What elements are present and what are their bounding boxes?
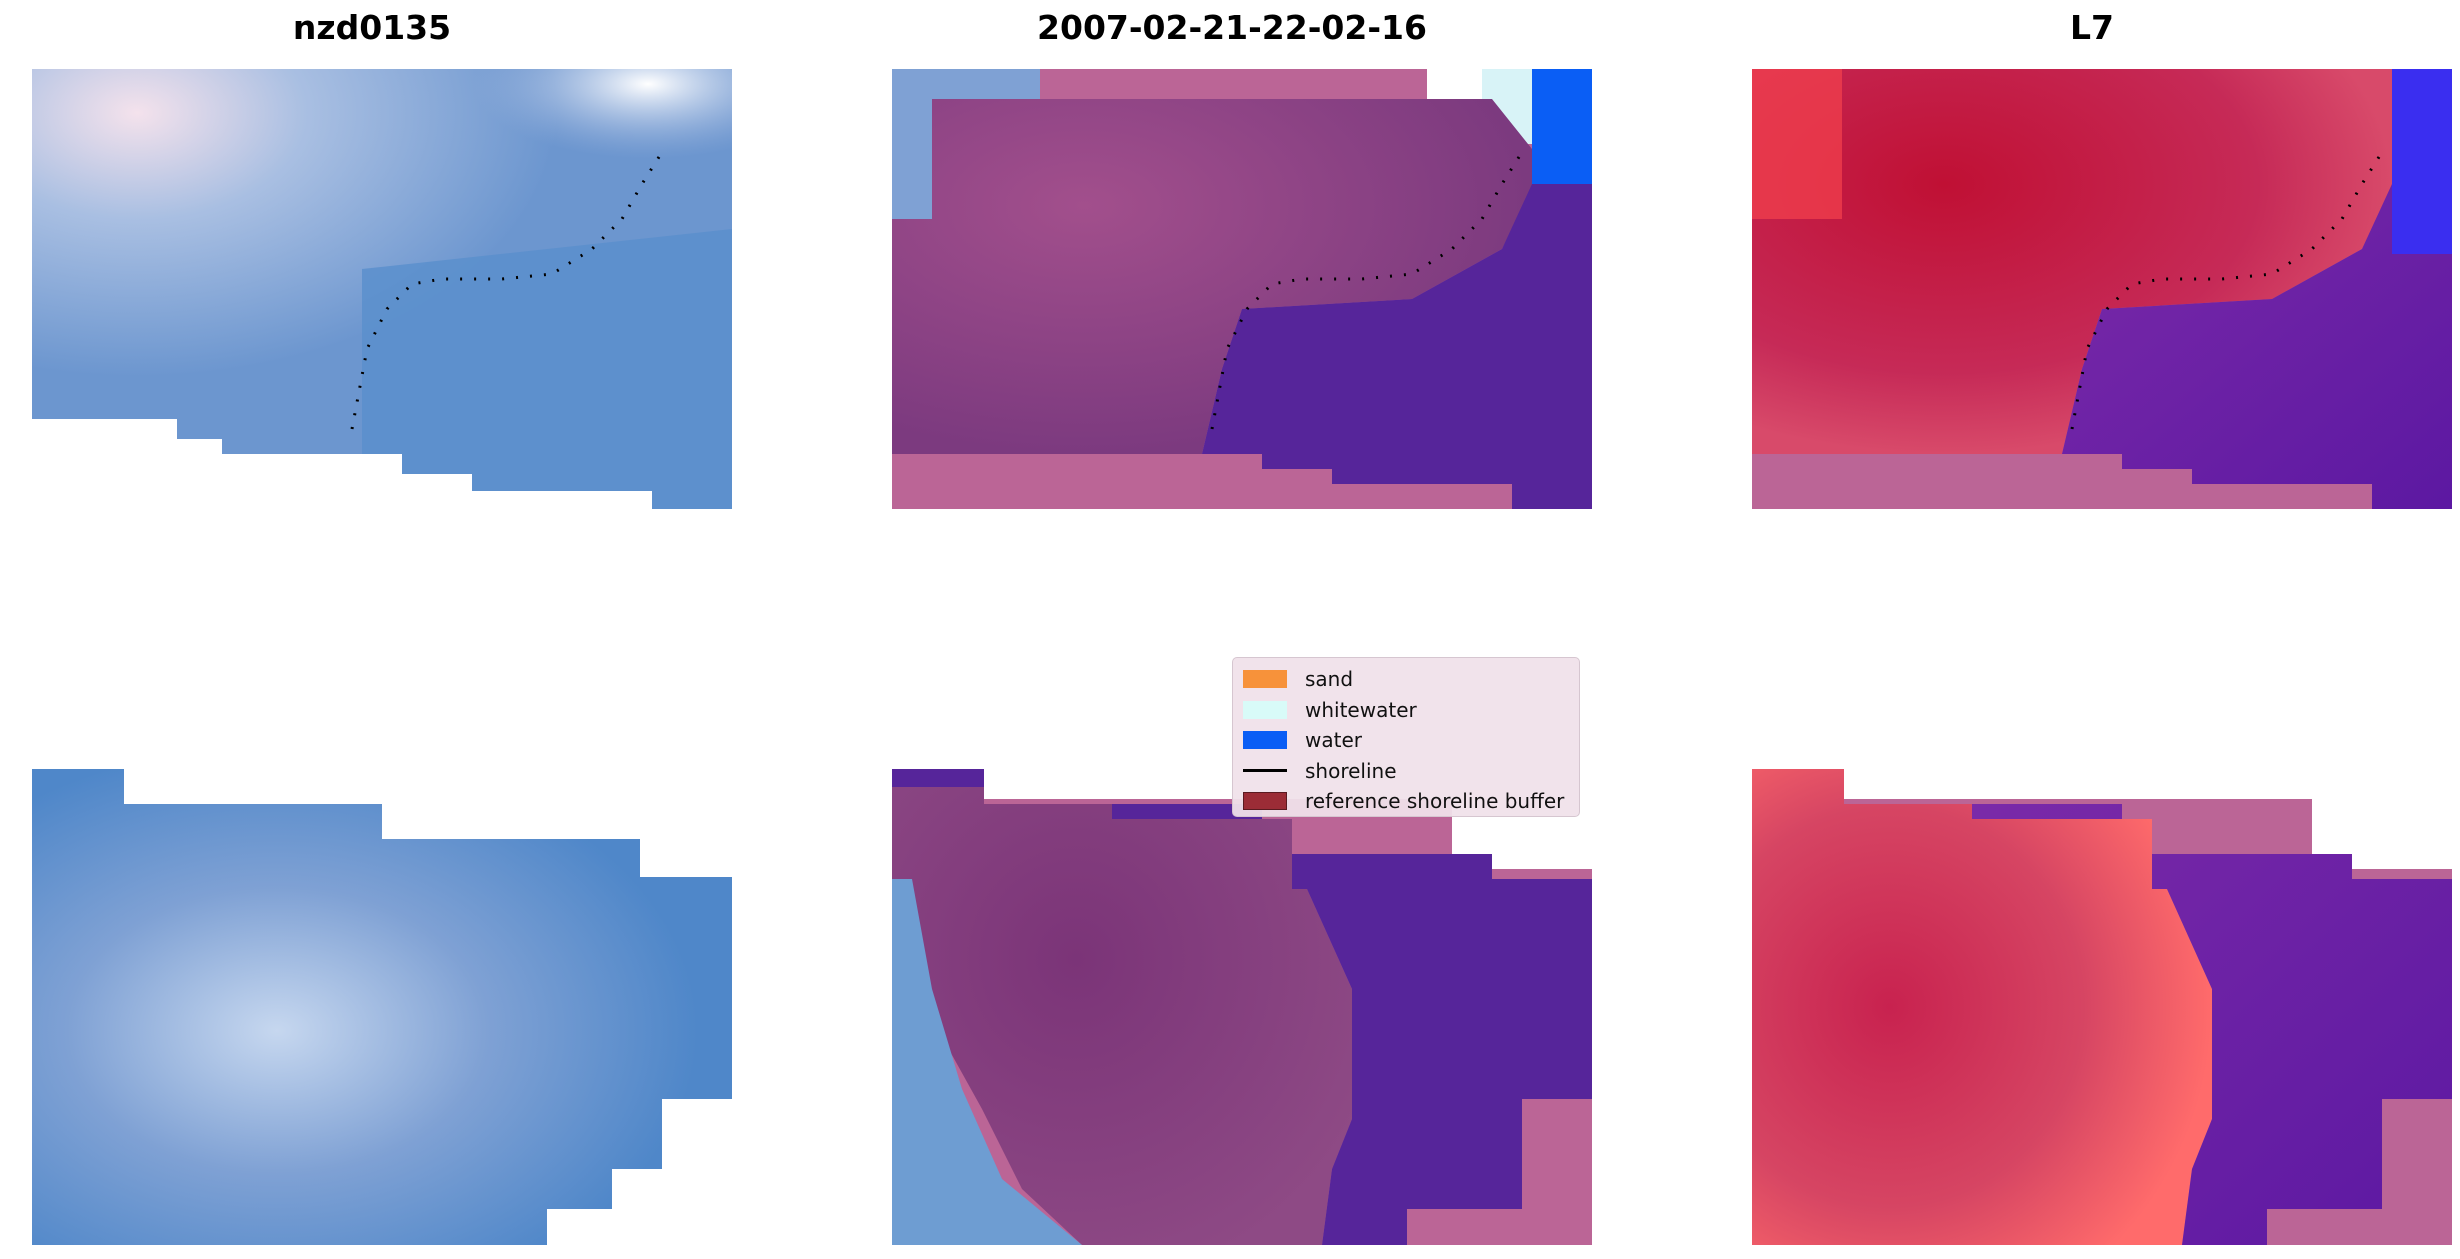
panel-title-index: L7 (2070, 8, 2114, 47)
panel-title-classified: 2007-02-21-22-02-16 (1037, 8, 1427, 47)
legend-label-shoreline: shoreline (1305, 758, 1397, 783)
index-land-top (1752, 69, 2392, 454)
whitewater-swatch (1243, 700, 1287, 719)
rgb-image-panel (32, 69, 732, 1245)
reference-buffer-swatch (1243, 792, 1287, 811)
sand-swatch (1243, 670, 1287, 689)
legend-item-sand: sand (1243, 664, 1569, 695)
panel-title-rgb: nzd0135 (292, 8, 452, 47)
shoreline-line-swatch (1243, 769, 1287, 773)
legend-label-water: water (1305, 728, 1362, 753)
classified-image-panel (892, 69, 1592, 1245)
index-land-bottom (1752, 769, 2212, 1245)
classified-water-top (1202, 184, 1592, 509)
rgb-bottom-block (32, 769, 732, 1245)
index-water-top (2062, 184, 2452, 509)
legend-label-whitewater: whitewater (1305, 697, 1417, 722)
classified-water-bottom (1112, 804, 1592, 1245)
rgb-remnant-bottom-left (892, 879, 1082, 1245)
index-water-bottom (1972, 804, 2452, 1245)
classified-land-bottom (892, 769, 1352, 1245)
classified-land-top (892, 99, 1532, 454)
legend-item-shoreline: shoreline (1243, 756, 1569, 787)
legend-item-water: water (1243, 725, 1569, 756)
legend-item-reference-buffer: reference shoreline buffer (1243, 786, 1569, 817)
legend-item-whitewater: whitewater (1243, 695, 1569, 726)
legend: sand whitewater water shoreline referenc… (1232, 657, 1580, 817)
legend-label-sand: sand (1305, 667, 1354, 692)
legend-label-reference-buffer: reference shoreline buffer (1305, 789, 1565, 814)
index-blue-corner (2392, 69, 2452, 254)
water-swatch (1243, 731, 1287, 750)
rgb-top-block (32, 69, 732, 509)
index-image-panel (1752, 69, 2452, 1245)
